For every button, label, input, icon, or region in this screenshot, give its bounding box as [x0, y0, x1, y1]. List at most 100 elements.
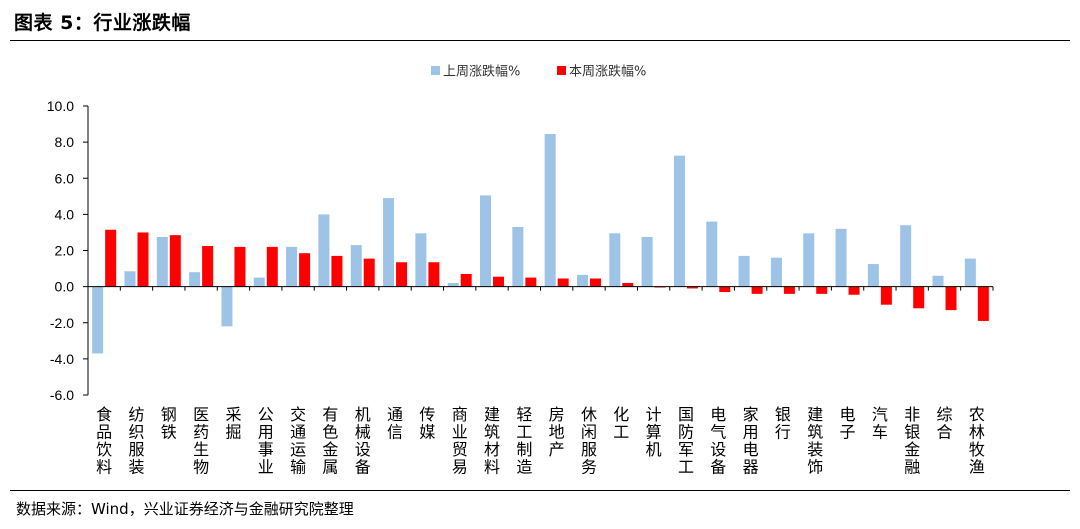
bar-this-week-7 — [331, 255, 343, 287]
y-tick-label: 10.0 — [47, 98, 74, 114]
category-label: 建筑材料 — [484, 405, 500, 477]
legend: 上周涨跌幅% 本周涨跌幅% — [431, 64, 646, 80]
bar-this-week-18 — [686, 286, 698, 289]
category-label: 传媒 — [419, 405, 435, 442]
bar-this-week-19 — [719, 286, 731, 293]
bar-this-week-3 — [202, 245, 214, 287]
bar-this-week-11 — [460, 273, 472, 287]
bar-last-week-26 — [932, 275, 944, 287]
category-label: 综合 — [937, 405, 953, 442]
bar-last-week-9 — [383, 198, 395, 287]
source-rule — [10, 490, 1070, 491]
category-label: 轻工制造 — [516, 405, 532, 477]
bar-last-week-12 — [480, 195, 492, 287]
bar-this-week-14 — [557, 278, 569, 287]
bar-last-week-13 — [512, 227, 524, 287]
category-label: 电气设备 — [710, 405, 726, 477]
bar-this-week-4 — [234, 246, 246, 287]
bar-last-week-20 — [738, 255, 750, 287]
bar-this-week-26 — [945, 286, 957, 311]
bar-last-week-27 — [964, 258, 976, 287]
bar-this-week-8 — [363, 258, 375, 287]
category-label: 家用电器 — [743, 405, 759, 477]
y-tick-label: 0.0 — [55, 279, 75, 295]
category-label: 电子 — [840, 405, 856, 442]
category-label: 国防军工 — [678, 405, 694, 477]
bar-last-week-14 — [544, 133, 556, 287]
bar-this-week-23 — [848, 286, 860, 295]
bar-last-week-8 — [350, 245, 362, 287]
x-axis — [87, 286, 994, 291]
bar-last-week-15 — [576, 274, 588, 287]
bar-this-week-22 — [816, 286, 828, 294]
bar-last-week-16 — [609, 233, 621, 287]
bar-this-week-16 — [622, 283, 634, 287]
category-label: 农林牧渔 — [969, 405, 985, 477]
category-label: 化工 — [613, 405, 629, 442]
bar-this-week-27 — [977, 286, 989, 321]
bar-this-week-13 — [525, 277, 537, 287]
bar-this-week-2 — [169, 235, 181, 287]
bar-last-week-2 — [156, 236, 168, 287]
source-note: 数据来源：Wind，兴业证券经济与金融研究院整理 — [16, 500, 354, 518]
bar-this-week-21 — [783, 286, 795, 294]
bar-last-week-1 — [124, 271, 136, 287]
bar-last-week-4 — [221, 286, 233, 327]
category-label: 钢铁 — [161, 405, 177, 442]
y-tick-label: 6.0 — [55, 170, 75, 186]
title-rule — [10, 40, 1070, 41]
bar-last-week-23 — [835, 228, 847, 287]
bar-this-week-6 — [299, 253, 311, 287]
y-tick-label: -2.0 — [50, 315, 74, 331]
bar-last-week-17 — [641, 236, 653, 287]
bar-this-week-25 — [913, 286, 925, 309]
category-label: 建筑装饰 — [807, 405, 823, 477]
y-tick-label: -4.0 — [50, 351, 74, 367]
legend-label-0: 上周涨跌幅% — [443, 64, 520, 80]
legend-label-1: 本周涨跌幅% — [569, 64, 646, 80]
y-tick-label: 8.0 — [55, 134, 75, 150]
category-label: 商业贸易 — [452, 405, 468, 477]
category-label: 计算机 — [646, 405, 662, 459]
bar-last-week-0 — [92, 286, 104, 354]
category-label: 通信 — [387, 405, 403, 442]
category-label: 公用事业 — [258, 405, 274, 477]
bar-this-week-0 — [105, 229, 117, 287]
category-label: 医药生物 — [193, 405, 209, 477]
category-label: 休闲服务 — [581, 405, 597, 477]
bar-this-week-20 — [751, 286, 763, 294]
category-label: 汽车 — [872, 405, 888, 442]
bar-last-week-3 — [189, 272, 201, 287]
bar-last-week-25 — [900, 225, 912, 287]
category-label: 有色金属 — [322, 405, 338, 477]
legend-swatch-0 — [431, 66, 440, 75]
category-label: 房地产 — [549, 405, 565, 459]
category-label: 食品饮料 — [96, 405, 112, 477]
category-label: 采掘 — [225, 405, 241, 442]
category-label: 非银金融 — [904, 405, 920, 477]
bar-this-week-12 — [493, 276, 505, 287]
bar-this-week-1 — [137, 232, 149, 287]
bar-last-week-22 — [803, 233, 815, 287]
bar-last-week-6 — [286, 246, 298, 287]
bar-last-week-18 — [673, 155, 685, 287]
category-label: 机械设备 — [355, 405, 371, 477]
bar-last-week-5 — [253, 277, 265, 287]
figure-title: 图表 5：行业涨跌幅 — [14, 12, 191, 34]
bar-last-week-11 — [447, 283, 459, 287]
bar-this-week-15 — [589, 278, 601, 287]
bar-last-week-19 — [706, 221, 718, 287]
bar-last-week-10 — [415, 233, 427, 287]
bar-last-week-7 — [318, 214, 330, 287]
bar-last-week-24 — [867, 264, 879, 287]
legend-swatch-1 — [557, 66, 566, 75]
bars — [92, 133, 989, 354]
category-label: 纺织服装 — [128, 405, 144, 477]
bar-this-week-5 — [266, 246, 278, 287]
y-tick-label: 2.0 — [55, 243, 75, 259]
y-tick-label: -6.0 — [50, 387, 74, 403]
bar-last-week-21 — [770, 257, 782, 287]
bar-chart: 上周涨跌幅% 本周涨跌幅% 10.0 8.0 6.0 4.0 2.0 0.0 -2.0 -4.0… — [47, 64, 994, 477]
bar-this-week-24 — [880, 286, 892, 305]
